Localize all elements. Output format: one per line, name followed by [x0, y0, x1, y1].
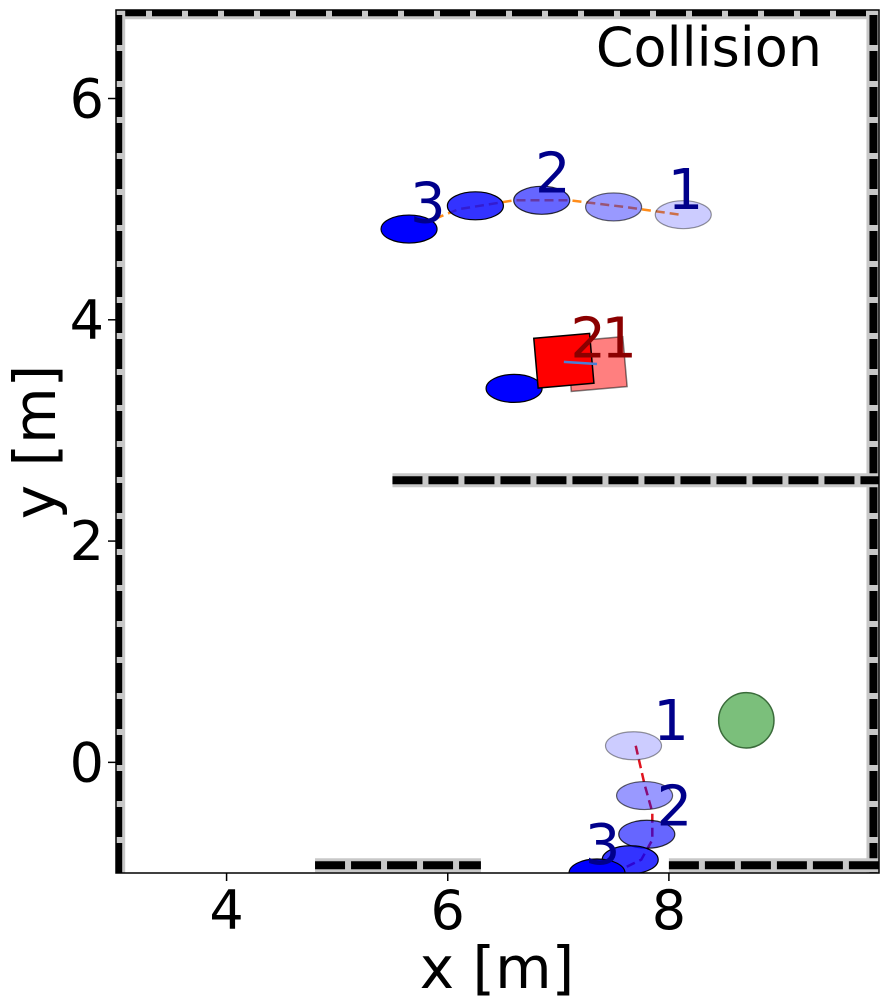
x-tick-label: 6 — [431, 879, 465, 942]
y-tick-label: 2 — [70, 510, 104, 573]
upper-agent-pose-5 — [380, 214, 438, 244]
upper-agent-step-label: 3 — [410, 171, 446, 236]
upper-agent-pose-3 — [513, 185, 571, 215]
y-axis-ticks: 0 2 4 6 — [70, 68, 116, 794]
chart-title: Collision — [596, 16, 822, 79]
lower-agent-pose-5 — [568, 858, 626, 873]
lower-agent-pose-1 — [604, 731, 663, 761]
obstacle-step-label: 2 — [570, 306, 606, 371]
walls — [116, 10, 879, 873]
lower-agent-step-label: 2 — [657, 774, 693, 839]
x-tick-label: 8 — [652, 879, 686, 942]
plot-background — [116, 10, 879, 873]
lower-agent-trajectory — [613, 745, 654, 873]
y-tick-label: 0 — [70, 731, 104, 794]
obstacle — [532, 332, 628, 393]
x-axis-ticks: 4 6 8 — [209, 873, 686, 942]
upper-agent-step-label: 1 — [668, 158, 704, 223]
obstacle-trajectory — [563, 360, 598, 366]
lower-agent-pose-2 — [615, 780, 674, 811]
x-axis-label: x [m] — [420, 934, 575, 1002]
upper-agent-pose-4 — [446, 191, 504, 221]
plot-frame — [115, 9, 880, 874]
lower-agent-step-label: 1 — [653, 689, 689, 754]
static-agent-pose-1 — [485, 373, 543, 403]
y-axis-label: y [m] — [1, 365, 69, 520]
upper-agent-pose-1 — [654, 200, 712, 230]
upper-agent-step-label: 2 — [535, 142, 571, 207]
obstacle-step-label: 1 — [601, 306, 637, 371]
x-tick-label: 4 — [209, 879, 243, 942]
lower-agent-step-label: 3 — [585, 813, 621, 878]
y-tick-label: 4 — [70, 289, 104, 352]
y-tick-label: 6 — [70, 68, 104, 131]
upper-agent-pose-2 — [585, 192, 643, 222]
goal-region — [717, 691, 775, 749]
agents — [380, 185, 712, 873]
red-box-pose-2 — [532, 332, 595, 389]
goal-circle — [717, 691, 775, 749]
